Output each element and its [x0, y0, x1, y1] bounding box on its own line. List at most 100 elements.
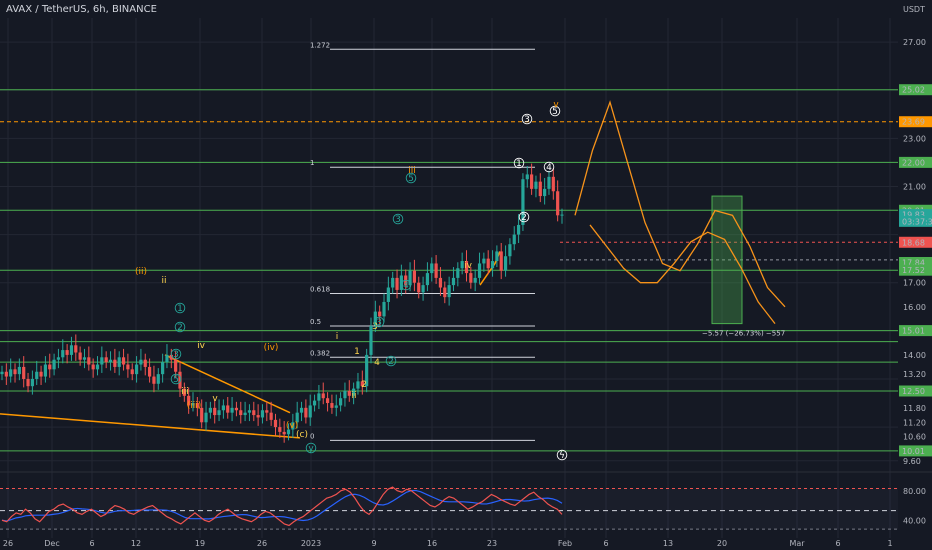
- fib-level-label: 0.382: [310, 349, 330, 357]
- candle-body: [74, 345, 78, 353]
- projection: −5.57 (−26.73%) −557: [574, 100, 786, 338]
- candle-body: [243, 412, 247, 416]
- rsi-line: [1, 486, 563, 527]
- candle-body: [35, 371, 39, 379]
- candle-body: [378, 311, 382, 317]
- candle-body: [39, 371, 43, 377]
- wave-label: 2: [521, 213, 527, 223]
- candle-body: [560, 214, 564, 216]
- target-box-label: −5.57 (−26.73%) −557: [702, 330, 785, 338]
- wave-label: ii: [161, 276, 166, 286]
- price-axis[interactable]: 27.00 23.00 21.00 17.00 16.00 14.00 13.20 11.80…: [899, 38, 932, 466]
- time-tick: 6: [835, 539, 840, 548]
- candle-body: [317, 393, 321, 401]
- time-tick: 13: [663, 539, 673, 548]
- time-tick: 26: [3, 539, 13, 548]
- wave-label: ii: [351, 391, 356, 401]
- wave-circle: [373, 316, 385, 328]
- horizontal-levels: [0, 89, 898, 452]
- candle-body: [247, 410, 252, 413]
- candle-body: [490, 261, 495, 269]
- rsi-tick: 80.00: [903, 487, 926, 496]
- price-label: 10.01: [902, 447, 925, 456]
- price-label-bg: [899, 264, 932, 276]
- wave-circle: [556, 449, 568, 461]
- wave-label: (v): [286, 421, 298, 431]
- candle-body: [108, 359, 113, 363]
- fib-level-label: 0: [310, 432, 314, 440]
- time-tick: Dec: [44, 539, 59, 548]
- wave-label: y: [308, 444, 314, 454]
- time-tick: 23: [487, 539, 497, 548]
- candle-body: [182, 388, 186, 396]
- wave-circle: [392, 213, 404, 225]
- candle-body: [325, 398, 330, 404]
- candle-body: [538, 181, 542, 197]
- price-label-bg: [899, 84, 932, 96]
- candle-body: [391, 277, 395, 288]
- candle-body: [295, 412, 299, 423]
- wave-label: (iii): [187, 401, 202, 411]
- orange-price-label: 23.69: [902, 118, 925, 127]
- candle-body: [52, 359, 56, 370]
- wave-label: 1: [177, 304, 183, 314]
- time-tick: 9: [371, 539, 376, 548]
- candle-body: [143, 359, 147, 367]
- candle-body: [117, 357, 121, 367]
- wave-label: 4: [403, 281, 409, 291]
- wave-label: (c): [296, 430, 308, 440]
- candle-body: [69, 345, 74, 355]
- candle-body: [113, 359, 117, 367]
- fib-level-label: 1: [310, 159, 314, 167]
- candle-body: [469, 273, 473, 283]
- candle-body: [95, 364, 100, 370]
- candle-body: [217, 410, 221, 416]
- time-tick: 12: [131, 539, 141, 548]
- price-tick: 23.00: [903, 134, 926, 143]
- wave-label: 1: [354, 347, 360, 357]
- candle-body: [456, 268, 460, 278]
- candle-body: [495, 251, 499, 262]
- candle-body: [434, 263, 438, 278]
- candle-body: [386, 287, 390, 302]
- price-label-bg: [899, 256, 932, 268]
- red-price-label: 18.68: [902, 238, 925, 247]
- time-tick: Feb: [558, 539, 572, 548]
- candle-body: [482, 258, 486, 264]
- candle-body: [308, 405, 312, 418]
- price-label-bg: [899, 325, 932, 337]
- fib-retracement: 1.272 1 0.618 0.5 0.382 0: [310, 41, 535, 441]
- candle-body: [4, 371, 8, 377]
- wave-label: 3: [376, 318, 382, 328]
- price-label-bg: [899, 209, 932, 221]
- candle-body: [543, 188, 547, 197]
- time-tick: 19: [195, 539, 205, 548]
- wave-annotations: (ii) ii 1 2 3 5 iv (iv) v iii (iii) (v)(c)y i 1 2 ii 2 3 4…: [135, 100, 568, 461]
- candle-body: [551, 176, 555, 192]
- time-axis[interactable]: 26 Dec 6 12 19 26 2023 9 16 23 Feb 6 13 20 Mar 6 1: [3, 539, 893, 548]
- candle-body: [473, 277, 477, 283]
- wave-circle: [513, 157, 525, 169]
- candle-body: [477, 263, 482, 278]
- rsi-pane: 80.00 40.00: [0, 486, 926, 530]
- candle-body: [104, 357, 108, 363]
- candle-body: [438, 277, 443, 288]
- candle-body: [304, 407, 308, 418]
- price-label-bg: [899, 445, 932, 457]
- price-tick: 9.60: [903, 457, 921, 466]
- rsi-tick: 40.00: [903, 516, 926, 525]
- candle-body: [30, 378, 34, 387]
- candle-body: [152, 376, 156, 384]
- price-tick: 14.00: [903, 351, 926, 360]
- wave-label: 2: [177, 323, 183, 333]
- price-label: 15.01: [902, 327, 925, 336]
- candle-body: [200, 407, 204, 423]
- candle-body: [312, 400, 317, 406]
- candle-body: [0, 371, 4, 375]
- price-label: 22.00: [902, 158, 925, 167]
- wave-label: 5: [552, 107, 558, 117]
- candle-body: [299, 407, 304, 413]
- candle-body: [178, 371, 182, 389]
- candle-body: [43, 364, 48, 377]
